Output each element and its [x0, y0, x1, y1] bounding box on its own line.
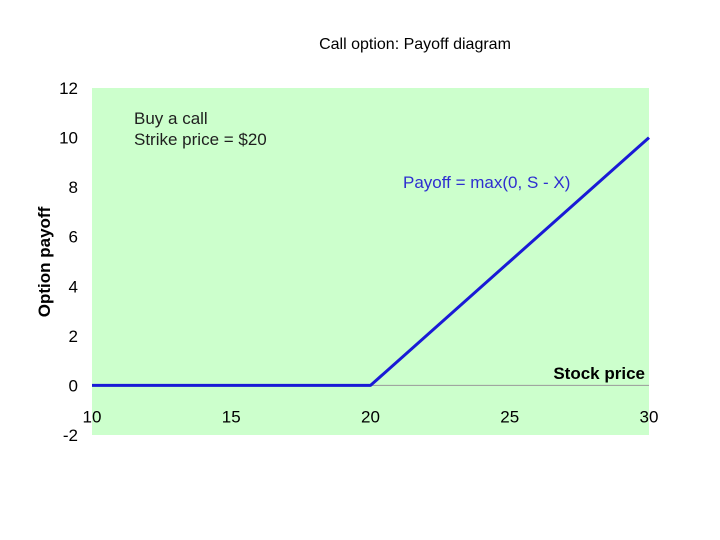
- x-tick-label: 30: [640, 407, 659, 426]
- annotation-strike-price: Strike price = $20: [134, 130, 267, 149]
- annotation-payoff-formula: Payoff = max(0, S - X): [403, 173, 570, 192]
- y-tick-label: -2: [63, 426, 78, 445]
- y-tick-label: 2: [69, 327, 78, 346]
- x-tick-labels: 10 15 20 25 30: [83, 407, 659, 426]
- y-tick-label: 10: [59, 129, 78, 148]
- y-axis-label: Option payoff: [35, 206, 54, 317]
- y-tick-label: 6: [69, 228, 78, 247]
- chart-title: Call option: Payoff diagram: [319, 36, 511, 53]
- y-tick-label: 4: [69, 277, 78, 296]
- x-tick-label: 20: [361, 407, 380, 426]
- plot-area: [92, 88, 649, 435]
- annotation-buy-a-call: Buy a call: [134, 109, 208, 128]
- y-tick-labels: -2 0 2 4 6 8 10 12: [59, 79, 78, 445]
- y-tick-label: 8: [69, 178, 78, 197]
- payoff-line: [92, 136, 650, 387]
- y-tick-label: 12: [59, 79, 78, 98]
- series-layer: [92, 136, 650, 387]
- y-tick-label: 0: [69, 376, 78, 395]
- x-axis-label: Stock price: [553, 364, 645, 383]
- x-tick-label: 15: [222, 407, 241, 426]
- x-tick-label: 25: [500, 407, 519, 426]
- x-tick-label: 10: [83, 407, 102, 426]
